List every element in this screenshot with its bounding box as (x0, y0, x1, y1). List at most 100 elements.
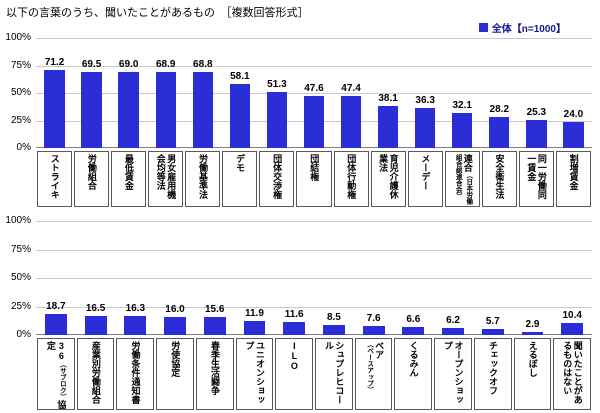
y-tick-label: 75% (10, 59, 31, 71)
category-label-text: 団結権 (309, 154, 320, 181)
bar (322, 325, 345, 335)
bar (481, 328, 504, 335)
bar-column: 24.0 (555, 38, 592, 148)
value-label: 51.3 (267, 78, 287, 90)
category-label-text: 36（サブロク）協定 (45, 341, 67, 409)
y-tick-label: 0% (16, 329, 31, 340)
value-label: 38.1 (378, 93, 398, 105)
bar (243, 321, 266, 335)
category-label-text: 産業別労働組合 (90, 341, 101, 404)
category-labels: 36（サブロク）協定 産業別労働組合 労働条件通知書 労使協定 春季生活闘争 ユニオンショ… (36, 338, 592, 410)
y-tick-label: 25% (10, 300, 31, 312)
category-label-text: くるみん (408, 341, 419, 377)
value-label: 16.5 (85, 303, 106, 315)
category-label: 育児介護休業法 (370, 151, 406, 207)
y-axis: 100% 75% 50% 25% 0% (5, 216, 36, 340)
gridline (36, 306, 592, 308)
gridline (36, 278, 592, 279)
value-label: 68.9 (155, 59, 176, 71)
category-label: 36（サブロク）協定 (37, 338, 75, 410)
gridline (36, 65, 592, 67)
bar-column: 7.6 (354, 221, 394, 335)
bar-column: 16.0 (155, 221, 195, 335)
bar-column: 28.2 (481, 38, 518, 148)
value-label: 5.7 (485, 315, 500, 327)
bar-column: 18.7 (36, 221, 76, 335)
value-label: 47.4 (341, 82, 361, 94)
bar (414, 108, 436, 148)
bar (118, 72, 139, 148)
bars: 18.7 16.5 16.3 16.0 15.6 11.9 11.6 8.5 7.6 6.6 6.2… (36, 221, 592, 335)
bar (442, 327, 464, 335)
category-label-text: 男女雇用機会均等法 (155, 154, 177, 199)
category-label: 春季生活闘争 (195, 338, 234, 410)
bar-column: 11.9 (235, 221, 275, 335)
value-label: 6.6 (406, 314, 421, 326)
category-label: シュプレヒコール (315, 338, 353, 410)
bar (489, 116, 510, 148)
category-label: ILO (275, 338, 314, 410)
category-label-text: 同一労働同一賃金 (526, 154, 547, 199)
y-axis: 100% 75% 50% 25% 0% (5, 33, 36, 153)
value-label: 7.6 (366, 313, 381, 325)
value-label: 18.7 (46, 300, 66, 312)
bar-column: 69.0 (110, 38, 147, 148)
category-label: 団体行動権 (333, 151, 369, 207)
plot-column: 71.2 69.5 69.0 68.9 68.8 58.1 51.3 47.6 47.4 38.1… (36, 38, 592, 207)
bar (124, 316, 147, 335)
value-label: 69.5 (81, 58, 102, 70)
bar-column: 16.3 (115, 221, 155, 335)
category-label: 同一労働同一賃金 (518, 151, 554, 207)
gridline (36, 249, 592, 251)
category-label-text: 団体交渉権 (272, 154, 283, 199)
bar (563, 121, 584, 148)
chart-bottom: 100% 75% 50% 25% 0% 18.7 16.5 16.3 16.0 15.6 11.9… (5, 216, 592, 410)
value-label: 32.1 (452, 99, 472, 111)
value-label: 58.1 (230, 71, 250, 83)
category-label-text: えるぼし (527, 341, 538, 377)
value-label: 16.0 (165, 303, 185, 315)
gridline (36, 38, 592, 39)
bar (266, 91, 288, 148)
bar-column: 15.6 (195, 221, 235, 335)
bar-column: 68.9 (147, 38, 184, 148)
category-label-text: 団体行動権 (346, 154, 357, 199)
legend-label: 全体【n=1000】 (491, 24, 566, 35)
category-label: 団結権 (296, 151, 332, 207)
category-label: 割増賃金 (555, 151, 591, 207)
bar (229, 84, 251, 148)
category-label-text: 安全衛生法 (494, 154, 505, 199)
category-label: チェックオフ (473, 338, 512, 410)
category-label: ベア（ベースアップ） (354, 338, 393, 410)
bar-column: 68.8 (184, 38, 221, 148)
bar (81, 71, 102, 148)
category-label: ストライキ (37, 151, 73, 207)
value-label: 68.8 (193, 59, 213, 71)
value-label: 71.2 (44, 56, 65, 68)
legend-swatch-icon (478, 23, 488, 32)
category-label-text: オープンショップ (443, 341, 464, 404)
bar-column: 6.6 (393, 221, 433, 335)
bar (340, 95, 362, 148)
value-label: 8.5 (326, 312, 341, 324)
y-tick-label: 100% (5, 32, 31, 43)
legend: 全体【n=1000】 (6, 21, 592, 35)
category-label-text: チェックオフ (488, 341, 499, 395)
bar (164, 316, 186, 335)
category-label-text: デモ (235, 154, 246, 172)
bar-column: 10.4 (552, 221, 592, 335)
bar (44, 313, 67, 335)
value-label: 36.3 (415, 95, 435, 107)
bar (362, 326, 385, 335)
plot-column: 18.7 16.5 16.3 16.0 15.6 11.9 11.6 8.5 7.6 6.6 6.2… (36, 221, 592, 410)
category-label: 労使協定 (156, 338, 194, 410)
value-label: 69.0 (118, 59, 139, 71)
category-label-text: 労働条件通知書 (130, 341, 141, 404)
value-label: 2.9 (525, 318, 540, 330)
category-label-text: シュプレヒコール (323, 341, 345, 404)
bar-column: 47.6 (295, 38, 332, 148)
y-tick-label: 75% (10, 243, 31, 255)
bar-column: 71.2 (36, 38, 73, 148)
bar-column: 47.4 (333, 38, 370, 148)
